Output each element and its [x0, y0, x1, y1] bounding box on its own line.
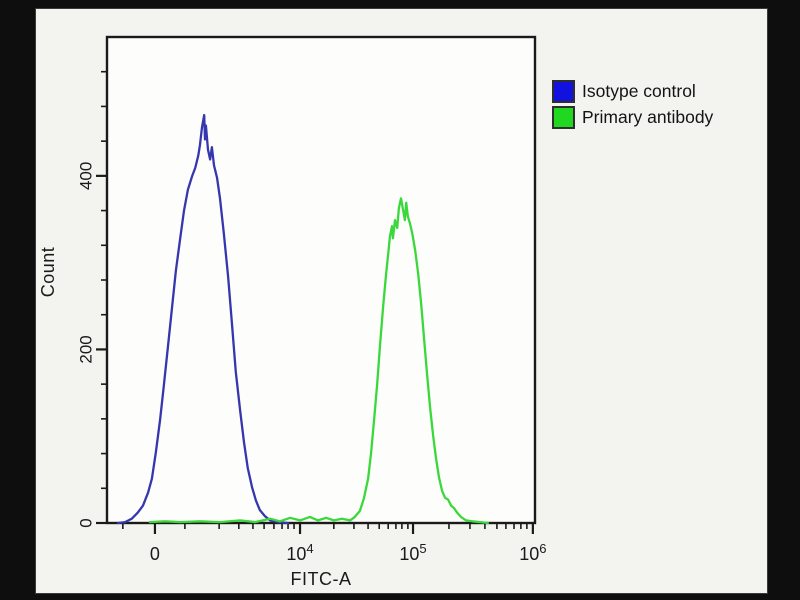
x-tick-label: 104	[286, 541, 313, 564]
x-tick-label: 105	[399, 541, 426, 564]
x-tick-label: 106	[519, 541, 546, 564]
legend-label-primary-antibody: Primary antibody	[582, 107, 714, 127]
x-axis-minor-ticks	[122, 524, 528, 529]
legend-item-isotype-control: Isotype control	[552, 80, 713, 103]
plot-frame	[105, 35, 537, 525]
legend-item-primary-antibody: Primary antibody	[552, 106, 713, 129]
series-curve-0	[116, 113, 290, 525]
x-tick-label: 0	[150, 544, 160, 564]
y-tick-label: 200	[77, 335, 96, 363]
legend: Isotype control Primary antibody	[552, 80, 713, 132]
x-axis-major-ticks: 0 104 105 106	[150, 524, 546, 564]
legend-label-isotype-control: Isotype control	[582, 81, 696, 101]
y-axis-major-ticks: 0 200 400	[77, 162, 106, 528]
y-axis-title: Count	[38, 246, 58, 298]
primary-antibody-swatch	[552, 106, 575, 129]
series-curve-1	[148, 197, 490, 525]
y-axis-minor-ticks	[101, 70, 106, 490]
x-axis-title: FITC-A	[290, 569, 352, 589]
y-tick-label: 0	[77, 518, 96, 527]
isotype-control-swatch	[552, 80, 575, 103]
y-tick-label: 400	[77, 162, 96, 190]
